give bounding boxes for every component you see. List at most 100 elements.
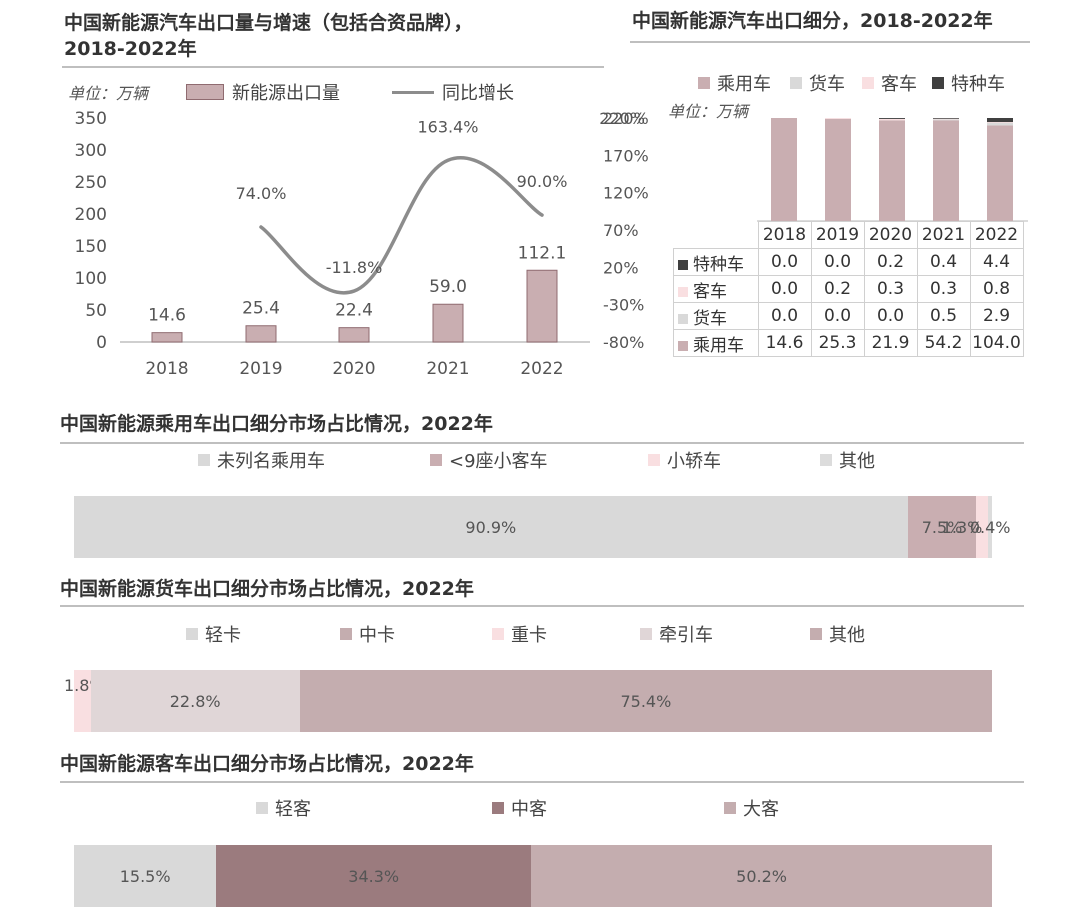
chart2-legend-label: 客车 xyxy=(881,74,917,95)
chart1-title-line1: 中国新能源汽车出口量与增速（包括合资品牌）， xyxy=(64,12,473,34)
chart1-bar xyxy=(338,327,370,343)
table-row-label: 客车 xyxy=(673,275,759,303)
chart5-segment: 15.5% xyxy=(74,845,217,907)
chart2-data-table: 2018 2019 2020 2021 2022 特种车 0.0 0.0 0.2 0.4 4.4 客车… xyxy=(673,221,1024,357)
chart2-legend: 乘用车 货车 客车 特种车 xyxy=(0,70,1080,95)
chart2-bar-segment xyxy=(933,118,959,120)
chart1-y2-tick: 170% xyxy=(603,146,649,165)
chart1-bar-label: 22.4 xyxy=(335,301,373,321)
chart1-line-label: 163.4% xyxy=(417,117,478,136)
chart2-bar-segment xyxy=(987,125,1013,221)
chart1-y-tick: 250 xyxy=(75,173,107,193)
chart1-y-tick: 150 xyxy=(75,237,107,257)
chart2-legend-item: 特种车 xyxy=(932,70,1005,96)
table-header-cell: 2018 xyxy=(757,221,812,249)
chart1-y2-tick: -30% xyxy=(603,296,644,315)
chart3-legend-label: 未列名乘用车 xyxy=(217,451,325,472)
chart4-segment: 75.4% xyxy=(299,670,992,732)
table-cell: 0.0 xyxy=(810,248,865,276)
chart1-line-label: -11.8% xyxy=(326,258,383,277)
chart4-segment: 1.8% xyxy=(64,670,105,732)
chart2-bar-segment xyxy=(879,120,905,221)
table-cell: 0.3 xyxy=(863,275,918,303)
chart2-unit: 单位：万辆 xyxy=(668,102,749,121)
chart5-segment: 50.2% xyxy=(531,845,992,907)
chart5-legend-label: 大客 xyxy=(743,799,779,820)
chart3-segment: 1.3% xyxy=(942,496,989,558)
chart4-legend-label: 重卡 xyxy=(511,625,547,646)
chart1-y-tick: 50 xyxy=(85,301,107,321)
table-row-swatch xyxy=(678,286,688,297)
chart2-title-rule xyxy=(630,41,1030,43)
table-cell: 0.0 xyxy=(863,302,918,330)
chart5-legend-swatch xyxy=(724,802,736,814)
chart1-line-label: 90.0% xyxy=(517,172,568,191)
chart1-bar xyxy=(245,325,277,343)
chart3-legend-item: 其他 xyxy=(820,447,875,473)
table-cell: 0.2 xyxy=(863,248,918,276)
chart2-bar-segment xyxy=(933,120,959,221)
chart1-bar-label: 25.4 xyxy=(242,299,280,319)
chart4-legend-label: 中卡 xyxy=(359,625,395,646)
chart3-legend-swatch xyxy=(198,454,210,466)
chart3-segment: 90.9% xyxy=(74,496,908,558)
chart1-bar xyxy=(151,332,183,343)
chart5-segment-label: 50.2% xyxy=(736,866,787,886)
chart1-x-tick: 2019 xyxy=(239,359,282,379)
chart1-title: 中国新能源汽车出口量与增速（包括合资品牌）， 2018-2022年 xyxy=(64,10,473,62)
chart4-legend-label: 牵引车 xyxy=(659,625,713,646)
chart4-title-rule xyxy=(60,605,1024,607)
chart4-segment: 22.8% xyxy=(90,670,300,732)
chart5-title: 中国新能源客车出口细分市场占比情况，2022年 xyxy=(60,753,474,775)
chart2-legend-swatch xyxy=(862,77,874,89)
table-cell: 54.2 xyxy=(916,329,971,357)
table-row-label-text: 特种车 xyxy=(693,254,744,275)
chart2-legend-label: 货车 xyxy=(809,74,845,95)
table-row-swatch xyxy=(678,313,688,324)
chart5-legend-label: 中客 xyxy=(511,799,547,820)
table-row-label-text: 乘用车 xyxy=(693,335,744,356)
table-row: 乘用车 14.6 25.3 21.9 54.2 104.0 xyxy=(673,329,1024,357)
chart1-y-tick: 200 xyxy=(75,205,107,225)
chart3-segment-label: 0.4% xyxy=(969,517,1011,537)
chart2-bar-segment xyxy=(825,118,851,221)
chart1-y2-tick: 220% xyxy=(603,109,649,128)
chart1-y-tick: 100 xyxy=(75,269,107,289)
table-row-label-text: 客车 xyxy=(693,281,727,302)
chart5-legend-item: 大客 xyxy=(724,795,779,821)
chart3-segment: 7.5% xyxy=(907,496,977,558)
chart1-legend-line-swatch xyxy=(392,90,434,94)
chart1-y2-tick: 20% xyxy=(603,258,639,277)
chart3-legend-label: 其他 xyxy=(839,451,875,472)
table-cell: 0.8 xyxy=(969,275,1024,303)
chart3-segment-label: 7.5% xyxy=(921,517,963,537)
chart3-legend-label: <9座小客车 xyxy=(449,451,548,472)
chart1-x-tick: 2018 xyxy=(145,359,188,379)
table-cell: 4.4 xyxy=(969,248,1024,276)
chart1-bar-label: 14.6 xyxy=(148,306,186,326)
chart4-legend-swatch xyxy=(492,628,504,640)
chart4-legend-swatch xyxy=(340,628,352,640)
table-cell: 2.9 xyxy=(969,302,1024,330)
table-header-cell: 2020 xyxy=(863,221,918,249)
chart3-stacked-bar: 90.9% 7.5% 1.3% 0.4% xyxy=(74,496,1011,558)
table-header-cell: 2022 xyxy=(969,221,1024,249)
table-row: 货车 0.0 0.0 0.0 0.5 2.9 xyxy=(673,302,1024,330)
chart1-x-tick: 2022 xyxy=(520,359,563,379)
table-row-label: 特种车 xyxy=(673,248,759,276)
chart1-legend-bar-swatch xyxy=(186,84,224,100)
chart2-bar-segment xyxy=(825,118,851,119)
chart2-legend-item: 客车 xyxy=(862,70,917,96)
chart4-title: 中国新能源货车出口细分市场占比情况，2022年 xyxy=(60,578,474,600)
table-cell: 0.0 xyxy=(757,302,812,330)
table-row: 特种车 0.0 0.0 0.2 0.4 4.4 xyxy=(673,248,1024,276)
chart3-legend-swatch xyxy=(820,454,832,466)
chart4-legend-swatch xyxy=(186,628,198,640)
table-cell: 14.6 xyxy=(757,329,812,357)
chart4-legend-label: 其他 xyxy=(829,625,865,646)
chart1-y-tick: 0 xyxy=(96,333,107,353)
chart1-bar xyxy=(526,269,558,343)
chart2-legend-swatch xyxy=(698,77,710,89)
chart5-segment: 34.3% xyxy=(216,845,532,907)
chart1-legend-bar-label: 新能源出口量 xyxy=(232,83,340,104)
